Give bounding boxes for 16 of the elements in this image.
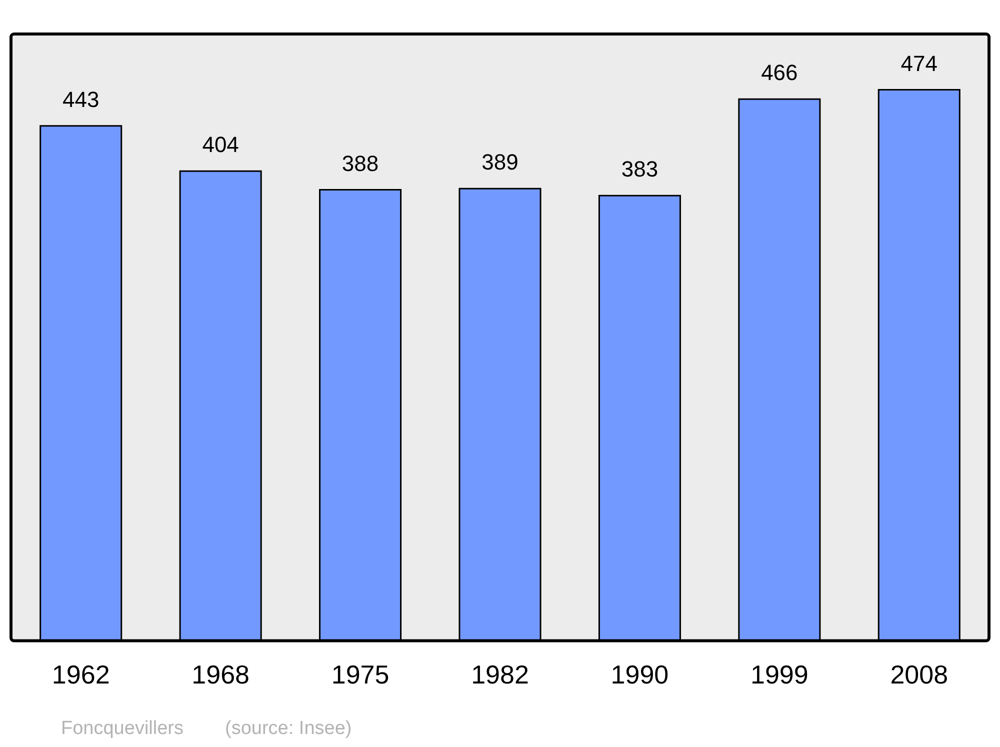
data-label: 389 [482, 150, 518, 175]
x-tick-label: 1968 [192, 660, 250, 690]
data-label: 443 [62, 86, 100, 112]
x-tick-label: 2008 [890, 660, 948, 690]
data-label: 404 [202, 132, 239, 158]
x-tick-label: 1990 [610, 660, 669, 690]
x-tick-label: 1975 [331, 660, 390, 690]
x-tick-label: 1962 [52, 660, 110, 690]
data-label: 466 [761, 60, 798, 86]
x-tick-label: 1982 [471, 660, 529, 690]
x-tick-label: 1999 [750, 660, 808, 690]
text: Foncquevillers [61, 718, 184, 740]
data-label: 383 [621, 156, 658, 182]
data-label: 388 [342, 150, 379, 176]
text: (source: Insee) [225, 718, 352, 740]
data-label: 474 [900, 50, 938, 76]
